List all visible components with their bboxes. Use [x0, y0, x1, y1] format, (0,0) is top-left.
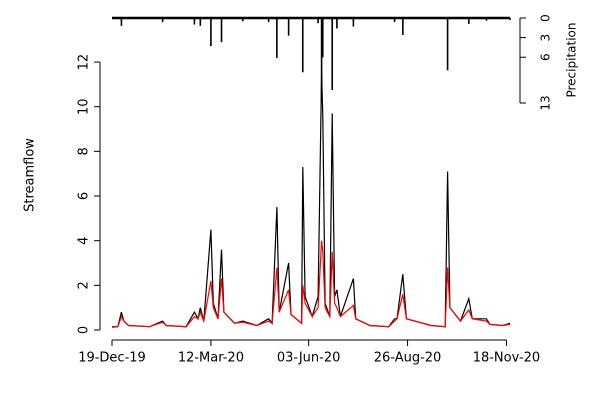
streamflow-line	[111, 240, 511, 328]
y-tick-label: 0	[77, 326, 92, 334]
y-tick-label: 12	[77, 54, 92, 71]
precip-bar	[446, 18, 449, 71]
precip-bar	[317, 18, 319, 24]
precip-bar	[352, 18, 355, 27]
precip-bar	[287, 18, 290, 36]
precip-bar	[393, 18, 396, 22]
precip-bar	[199, 18, 202, 26]
precip-bar	[276, 18, 278, 58]
x-tick-label: 18-Nov-20	[473, 351, 541, 366]
precip-bar	[320, 18, 323, 100]
precip-bar	[241, 18, 244, 22]
precip-bar	[301, 18, 304, 73]
precip-bar	[193, 18, 196, 25]
x-tick-label: 19-Dec-19	[78, 351, 146, 366]
precip-bar	[321, 18, 324, 58]
y2-tick-label: 3	[539, 34, 553, 42]
precip-bar	[467, 18, 470, 24]
precip-bar	[267, 18, 270, 22]
x-tick-label: 12-Mar-20	[178, 351, 244, 366]
y2-tick-label: 0	[539, 14, 553, 22]
precip-bar	[509, 18, 511, 20]
y-tick-label: 10	[77, 98, 92, 115]
y-tick-label: 4	[77, 237, 92, 245]
precip-bar	[220, 18, 223, 43]
precip-bar	[485, 18, 488, 21]
y-axis-title: Streamflow	[23, 138, 38, 212]
precip-bar	[210, 18, 212, 47]
y2-tick-label: 13	[539, 95, 553, 110]
x-tick-label: 26-Aug-20	[374, 351, 442, 366]
precip-bar	[161, 18, 164, 22]
precip-bar	[120, 18, 123, 26]
x-tick-label: 03-Jun-20	[277, 351, 341, 366]
precip-bar	[336, 18, 338, 29]
y2-axis-title: Precipitation	[565, 22, 579, 97]
precip-bar	[331, 18, 333, 90]
y2-tick-label: 6	[539, 53, 553, 61]
precip-bar	[402, 18, 404, 35]
y-tick-label: 8	[77, 147, 92, 155]
y-tick-label: 6	[77, 192, 92, 200]
y-tick-label: 2	[77, 281, 92, 289]
